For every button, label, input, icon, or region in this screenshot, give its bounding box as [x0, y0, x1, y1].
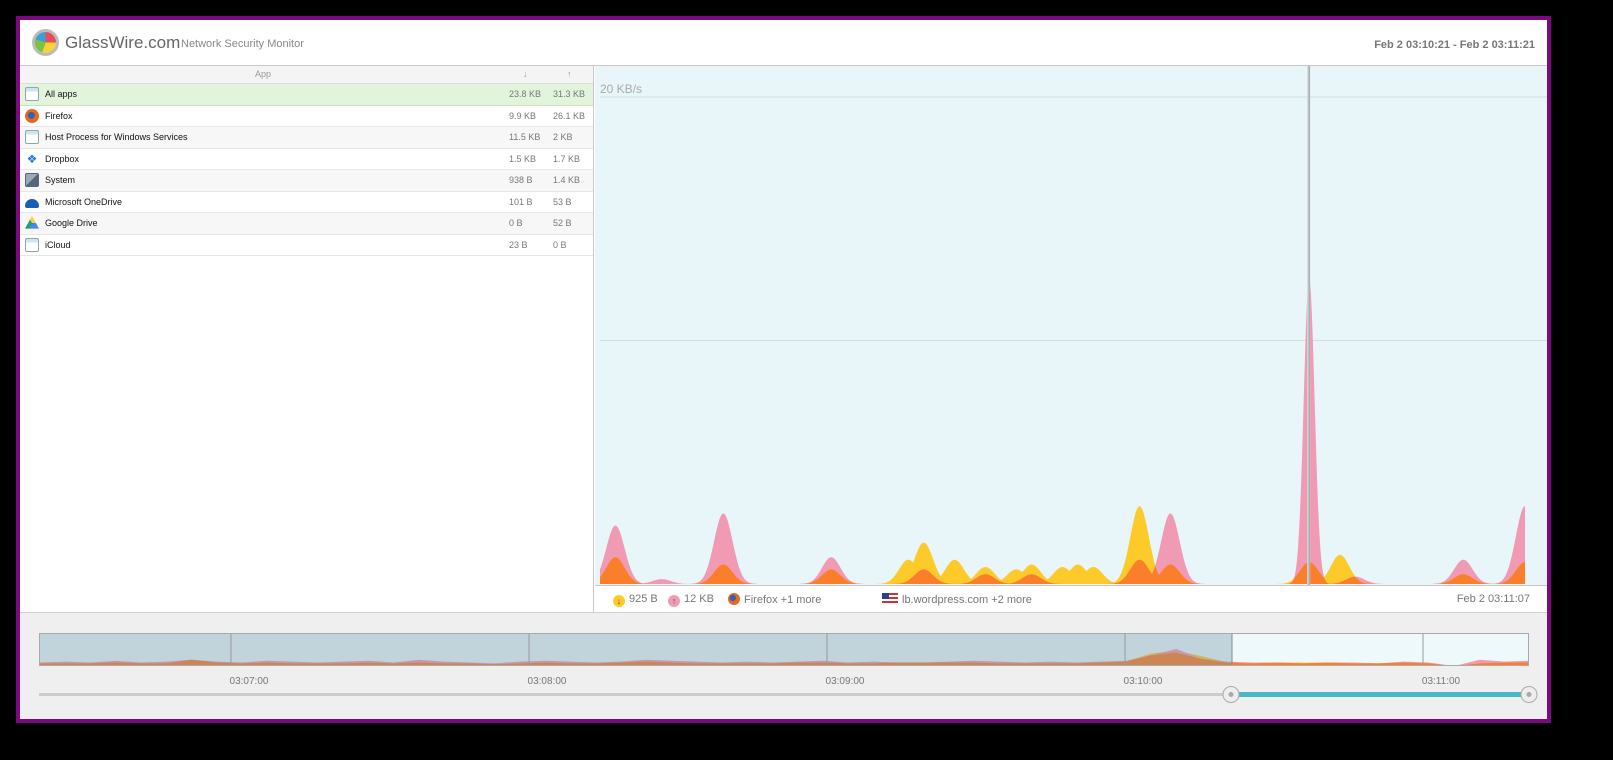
app-name: Dropbox [45, 153, 80, 164]
app-upload: 1.4 KB [553, 175, 581, 185]
timeline-label: 03:11:00 [1421, 676, 1461, 687]
traffic-graph[interactable]: 20 KB/s [595, 66, 1547, 585]
upload-area [600, 277, 1525, 584]
timeline-label: 03:09:00 [825, 676, 865, 687]
app-name: All apps [45, 89, 78, 99]
app-download: 0 B [509, 218, 523, 228]
google-drive-icon [25, 216, 39, 229]
app-upload: 1.7 KB [553, 153, 581, 164]
app-subtitle: Network Security Monitor [181, 38, 304, 50]
table-header: App ↓ ↑ [20, 66, 593, 84]
app-download: 1.5 KB [509, 153, 537, 164]
download-area [600, 506, 1525, 584]
app-row[interactable]: Microsoft OneDrive 101 B 53 B [20, 192, 593, 213]
app-download: 9.9 KB [509, 110, 537, 121]
legend-upload: ↑ 12 KB [668, 593, 714, 607]
us-flag-icon [882, 593, 898, 604]
overlap-area [600, 557, 1525, 584]
legend-app[interactable]: Firefox +1 more [728, 593, 821, 606]
app-row[interactable]: iCloud 23 B 0 B [20, 235, 593, 256]
app-upload: 0 B [553, 239, 567, 250]
window-icon [25, 87, 39, 101]
app-row[interactable]: All apps 23.8 KB 31.3 KB [20, 84, 593, 106]
timeline-overview[interactable] [39, 633, 1529, 666]
app-download: 101 B [509, 196, 533, 207]
overview-unselected-shade [40, 634, 1232, 665]
app-upload: 52 B [553, 218, 572, 228]
app-row[interactable]: Host Process for Windows Services 11.5 K… [20, 127, 593, 149]
overview-selection-bg [1232, 634, 1528, 665]
app-download: 938 B [509, 175, 533, 185]
upload-arrow-icon: ↑ [668, 595, 680, 607]
app-upload: 31.3 KB [553, 89, 586, 99]
glasswire-logo-icon [32, 29, 59, 56]
app-upload: 53 B [553, 196, 572, 207]
download-arrow-icon: ↓ [613, 595, 625, 607]
timeline-track[interactable] [39, 693, 1529, 696]
graph-legend: ↓ 925 B ↑ 12 KB Firefox +1 more lb.wordpre… [595, 585, 1547, 612]
column-download[interactable]: ↓ [523, 69, 528, 79]
app-row[interactable]: ❖ Dropbox 1.5 KB 1.7 KB [20, 149, 593, 170]
upload-value: 12 KB [684, 593, 714, 605]
dropbox-icon: ❖ [25, 151, 39, 166]
app-row[interactable]: Firefox 9.9 KB 26.1 KB [20, 106, 593, 127]
firefox-icon [728, 593, 740, 605]
app-name: Firefox [45, 110, 73, 121]
legend-download: ↓ 925 B [613, 593, 658, 607]
app-download: 23 B [509, 239, 528, 250]
app-download: 23.8 KB [509, 89, 542, 99]
window-icon [25, 237, 39, 252]
header: GlassWire.com Network Security Monitor F… [20, 20, 1547, 66]
timeline-selection[interactable] [1231, 692, 1529, 697]
timeline-label: 03:10:00 [1123, 676, 1163, 687]
app-list-panel: App ↓ ↑ All apps 23.8 KB 31.3 KB Firefox… [20, 66, 594, 612]
y-axis-label: 20 KB/s [600, 82, 643, 96]
firefox-icon [25, 108, 39, 123]
legend-host[interactable]: lb.wordpress.com +2 more [882, 593, 1032, 606]
app-upload: 2 KB [553, 132, 573, 142]
legend-app-text: Firefox +1 more [744, 594, 822, 606]
app-name: System [45, 175, 76, 185]
overview-graph [40, 634, 1528, 665]
app-download: 11.5 KB [509, 132, 541, 142]
app-name: Google Drive [45, 218, 98, 228]
glasswire-app: GlassWire.com Network Security Monitor F… [20, 20, 1547, 719]
app-upload: 26.1 KB [553, 110, 586, 121]
app-name: Host Process for Windows Services [45, 132, 188, 142]
system-icon [25, 173, 39, 187]
selection-start-handle[interactable] [1222, 686, 1240, 703]
overview-overlap [40, 652, 1528, 665]
selection-end-handle[interactable] [1520, 686, 1538, 703]
app-row[interactable]: Google Drive 0 B 52 B [20, 213, 593, 235]
traffic-graph-svg [600, 66, 1547, 585]
app-name: iCloud [45, 239, 71, 250]
app-name: Microsoft OneDrive [45, 196, 123, 207]
brand-name: GlassWire.com [65, 33, 181, 52]
app-row[interactable]: System 938 B 1.4 KB [20, 170, 593, 192]
legend-host-text: lb.wordpress.com +2 more [902, 594, 1032, 606]
onedrive-icon [25, 198, 39, 208]
legend-time: Feb 2 03:11:07 [1456, 593, 1530, 605]
download-value: 925 B [629, 593, 658, 605]
time-range: Feb 2 03:10:21 - Feb 2 03:11:21 [1374, 39, 1535, 51]
timeline-label: 03:07:00 [229, 676, 269, 687]
column-app[interactable]: App [255, 69, 272, 79]
window-icon [25, 130, 39, 144]
timeline-label: 03:08:00 [527, 676, 567, 687]
timeline-panel: 03:07:00 03:08:00 03:09:00 03:10:00 03:11:00 [20, 612, 1547, 719]
column-upload[interactable]: ↑ [567, 69, 572, 79]
